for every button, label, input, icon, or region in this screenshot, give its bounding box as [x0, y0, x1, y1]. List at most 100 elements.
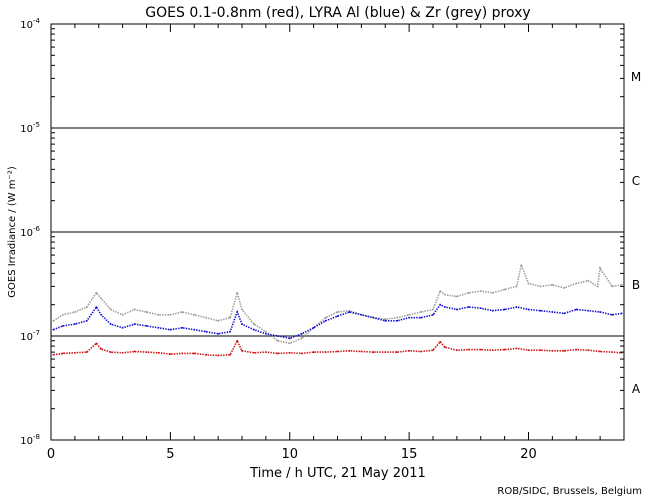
data-point [276, 352, 279, 355]
flare-class-labels: A B C M [631, 70, 641, 396]
data-point [145, 351, 148, 354]
data-point [181, 326, 184, 329]
data-point [336, 350, 339, 353]
data-point [396, 351, 399, 354]
data-point [52, 319, 55, 322]
data-point [300, 332, 303, 335]
data-point [121, 313, 124, 316]
data-point [620, 312, 623, 315]
data-point [408, 349, 411, 352]
data-point [575, 282, 578, 285]
data-point [620, 283, 623, 286]
data-point [253, 351, 255, 354]
data-point [360, 350, 363, 353]
data-point [551, 283, 554, 286]
x-axis-label: Time / h UTC, 21 May 2011 [249, 466, 426, 481]
data-point [181, 352, 184, 355]
data-point [85, 351, 88, 354]
data-point [133, 323, 136, 326]
data-point [229, 330, 231, 333]
data-point [539, 309, 542, 312]
data-point [169, 328, 172, 331]
data-point [312, 351, 315, 354]
data-point [276, 335, 279, 337]
data-point [264, 330, 267, 333]
data-point [503, 288, 506, 291]
data-point [229, 353, 231, 356]
data-point [236, 291, 239, 294]
data-point [288, 351, 291, 354]
data-point [455, 349, 458, 352]
data-point [467, 306, 470, 308]
data-point [300, 352, 303, 355]
data-point [229, 316, 231, 319]
data-point [193, 352, 196, 355]
data-point [100, 313, 103, 316]
data-point [52, 353, 55, 356]
data-point [85, 319, 88, 322]
data-point [253, 328, 255, 331]
data-point [467, 291, 470, 294]
data-point [276, 339, 279, 342]
data-point [599, 267, 602, 269]
credit-text: ROB/SIDC, Brussels, Belgium [497, 486, 642, 497]
data-point [95, 306, 98, 308]
data-point [157, 351, 160, 354]
data-point [520, 264, 523, 267]
x-tick-label: 5 [166, 447, 174, 462]
data-point [479, 307, 482, 310]
data-point [455, 295, 458, 298]
data-point [420, 350, 422, 353]
data-point [205, 330, 208, 333]
plot-frame [50, 23, 625, 441]
data-point [360, 313, 363, 316]
data-point [236, 311, 239, 313]
data-point [288, 337, 291, 340]
data-point [217, 354, 220, 357]
data-series-group [52, 303, 623, 340]
data-point [444, 293, 446, 296]
data-point [109, 323, 112, 326]
data-point [73, 351, 76, 354]
data-point [324, 316, 327, 319]
data-point [324, 319, 327, 322]
data-point [217, 332, 220, 335]
y-tick-label: 10-4 [20, 17, 40, 31]
data-point [169, 353, 172, 355]
data-point [611, 285, 613, 288]
data-point [587, 309, 590, 312]
data-series [52, 262, 623, 357]
class-threshold-lines [51, 127, 624, 337]
data-point [599, 311, 602, 313]
data-series-group [52, 338, 623, 357]
data-point [455, 308, 458, 311]
data-point [491, 291, 494, 294]
data-point [527, 349, 530, 352]
data-point [100, 348, 103, 350]
data-point [95, 291, 98, 294]
data-point [264, 332, 267, 335]
series-line [53, 303, 622, 340]
data-point [169, 313, 172, 316]
data-point [563, 287, 566, 289]
data-point [236, 339, 239, 342]
data-point [133, 308, 136, 311]
data-point [372, 316, 375, 319]
data-point [444, 306, 446, 308]
data-point [288, 342, 291, 345]
data-point [145, 325, 148, 327]
data-point [73, 311, 76, 313]
data-point [432, 313, 434, 316]
data-point [133, 350, 136, 353]
data-point [503, 348, 506, 351]
data-point [241, 308, 243, 311]
data-point [205, 316, 208, 319]
data-point [121, 326, 124, 329]
y-axis-label: GOES Irradiance / (W m⁻²) [7, 166, 18, 298]
data-point [420, 316, 422, 319]
data-point [444, 346, 446, 349]
data-point [539, 349, 542, 352]
x-tick-label: 20 [520, 447, 537, 462]
data-point [539, 285, 542, 288]
